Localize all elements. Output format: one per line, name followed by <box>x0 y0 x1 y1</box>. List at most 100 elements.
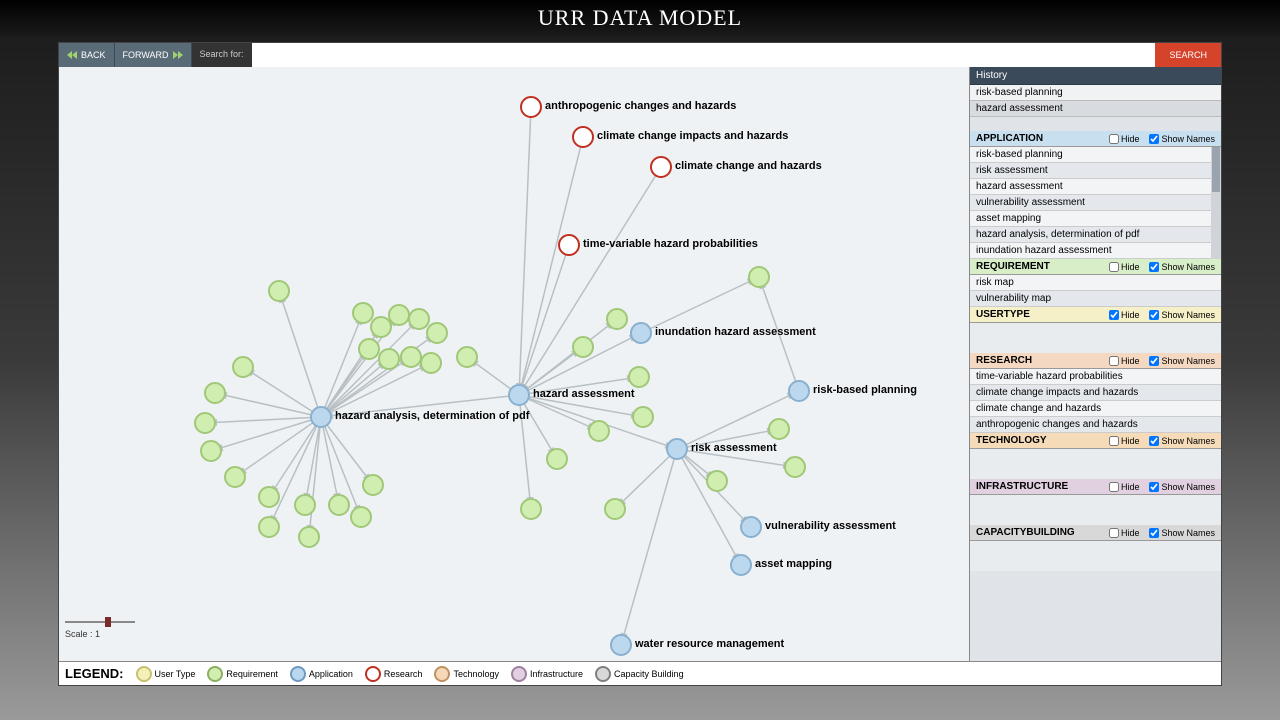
shownames-checkbox[interactable] <box>1149 310 1159 320</box>
node-label: risk-based planning <box>813 384 917 396</box>
forward-button[interactable]: FORWARD <box>115 43 192 67</box>
graph-node[interactable] <box>547 449 567 469</box>
legend-label: Application <box>309 669 353 679</box>
category-header[interactable]: RESEARCHHideShow Names <box>970 353 1221 369</box>
scale-control[interactable]: Scale : 1 <box>65 619 135 639</box>
graph-node[interactable] <box>379 349 399 369</box>
graph-node[interactable] <box>707 471 727 491</box>
graph-node[interactable] <box>311 407 331 427</box>
category-item[interactable]: inundation hazard assessment <box>970 243 1221 259</box>
graph-node[interactable] <box>269 281 289 301</box>
graph-node[interactable] <box>329 495 349 515</box>
graph-node[interactable] <box>353 303 373 323</box>
hide-checkbox[interactable] <box>1109 528 1119 538</box>
shownames-checkbox[interactable] <box>1149 436 1159 446</box>
category-item[interactable]: climate change impacts and hazards <box>970 385 1221 401</box>
graph-node[interactable] <box>651 157 671 177</box>
category-item[interactable]: vulnerability map <box>970 291 1221 307</box>
category-header[interactable]: REQUIREMENTHideShow Names <box>970 259 1221 275</box>
graph-node[interactable] <box>201 441 221 461</box>
graph-node[interactable] <box>509 385 529 405</box>
graph-edge <box>279 291 321 417</box>
graph-node[interactable] <box>195 413 215 433</box>
graph-node[interactable] <box>605 499 625 519</box>
legend-item: Infrastructure <box>511 666 583 682</box>
category-item[interactable]: climate change and hazards <box>970 401 1221 417</box>
graph-node[interactable] <box>389 305 409 325</box>
graph-node[interactable] <box>789 381 809 401</box>
graph-node[interactable] <box>259 517 279 537</box>
graph-node[interactable] <box>295 495 315 515</box>
toolbar: BACK FORWARD Search for: SEARCH <box>59 43 1221 67</box>
category-item[interactable]: vulnerability assessment <box>970 195 1221 211</box>
category-item[interactable]: risk map <box>970 275 1221 291</box>
graph-node[interactable] <box>359 339 379 359</box>
graph-node[interactable] <box>731 555 751 575</box>
hide-checkbox[interactable] <box>1109 436 1119 446</box>
graph-node[interactable] <box>259 487 279 507</box>
graph-node[interactable] <box>299 527 319 547</box>
graph-node[interactable] <box>629 367 649 387</box>
category-header[interactable]: CAPACITYBUILDINGHideShow Names <box>970 525 1221 541</box>
hide-checkbox[interactable] <box>1109 262 1119 272</box>
graph-node[interactable] <box>371 317 391 337</box>
category-item[interactable]: risk-based planning <box>970 147 1221 163</box>
graph-node[interactable] <box>631 323 651 343</box>
graph-node[interactable] <box>573 127 593 147</box>
graph-node[interactable] <box>589 421 609 441</box>
graph-node[interactable] <box>521 499 541 519</box>
history-item[interactable]: hazard assessment <box>970 101 1221 117</box>
category-item[interactable]: hazard analysis, determination of pdf <box>970 227 1221 243</box>
category-item[interactable]: time-variable hazard probabilities <box>970 369 1221 385</box>
graph-node[interactable] <box>607 309 627 329</box>
hide-checkbox[interactable] <box>1109 482 1119 492</box>
category-name: USERTYPE <box>976 309 1030 320</box>
category-item[interactable]: risk assessment <box>970 163 1221 179</box>
shownames-checkbox[interactable] <box>1149 262 1159 272</box>
shownames-checkbox[interactable] <box>1149 356 1159 366</box>
shownames-checkbox[interactable] <box>1149 482 1159 492</box>
graph-edge <box>641 277 759 333</box>
graph-node[interactable] <box>667 439 687 459</box>
graph-node[interactable] <box>205 383 225 403</box>
scale-slider[interactable] <box>65 619 135 625</box>
graph-node[interactable] <box>785 457 805 477</box>
category-item[interactable]: hazard assessment <box>970 179 1221 195</box>
category-header[interactable]: INFRASTRUCTUREHideShow Names <box>970 479 1221 495</box>
search-input[interactable] <box>252 43 1156 67</box>
graph-node[interactable] <box>769 419 789 439</box>
hide-checkbox[interactable] <box>1109 356 1119 366</box>
scrollbar[interactable] <box>1211 147 1221 259</box>
graph-node[interactable] <box>749 267 769 287</box>
graph-node[interactable] <box>559 235 579 255</box>
graph-node[interactable] <box>427 323 447 343</box>
graph-node[interactable] <box>409 309 429 329</box>
graph-canvas[interactable]: Scale : 1 anthropogenic changes and haza… <box>59 67 969 661</box>
hide-checkbox[interactable] <box>1109 310 1119 320</box>
graph-node[interactable] <box>351 507 371 527</box>
graph-node[interactable] <box>457 347 477 367</box>
shownames-checkbox[interactable] <box>1149 134 1159 144</box>
search-button[interactable]: SEARCH <box>1155 43 1221 67</box>
legend-item: Research <box>365 666 423 682</box>
hide-checkbox[interactable] <box>1109 134 1119 144</box>
graph-node[interactable] <box>401 347 421 367</box>
category-header[interactable]: TECHNOLOGYHideShow Names <box>970 433 1221 449</box>
legend-dot <box>434 666 450 682</box>
category-item[interactable]: asset mapping <box>970 211 1221 227</box>
graph-node[interactable] <box>225 467 245 487</box>
back-button[interactable]: BACK <box>59 43 115 67</box>
graph-node[interactable] <box>233 357 253 377</box>
graph-node[interactable] <box>573 337 593 357</box>
graph-node[interactable] <box>633 407 653 427</box>
category-header[interactable]: USERTYPEHideShow Names <box>970 307 1221 323</box>
graph-node[interactable] <box>741 517 761 537</box>
category-item[interactable]: anthropogenic changes and hazards <box>970 417 1221 433</box>
graph-node[interactable] <box>611 635 631 655</box>
graph-node[interactable] <box>421 353 441 373</box>
graph-node[interactable] <box>363 475 383 495</box>
history-item[interactable]: risk-based planning <box>970 85 1221 101</box>
graph-node[interactable] <box>521 97 541 117</box>
category-header[interactable]: APPLICATIONHideShow Names <box>970 131 1221 147</box>
shownames-checkbox[interactable] <box>1149 528 1159 538</box>
